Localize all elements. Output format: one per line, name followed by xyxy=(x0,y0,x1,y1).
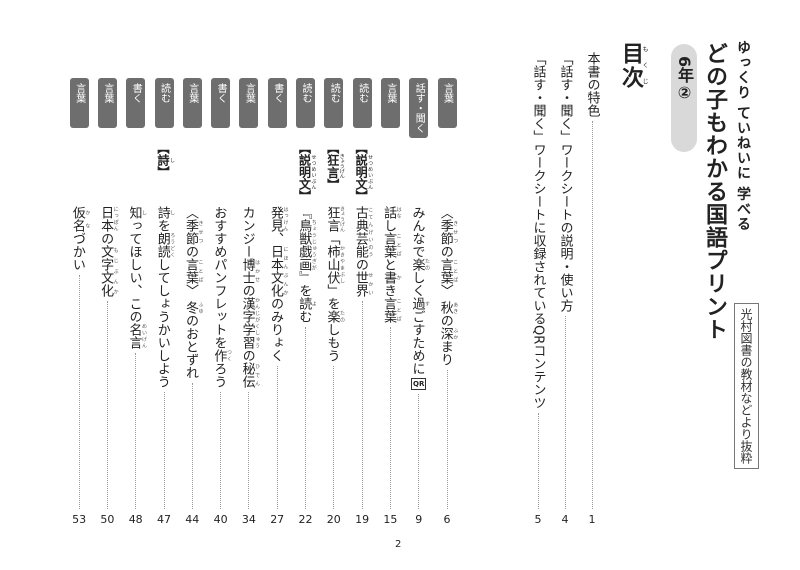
dotted-leader xyxy=(564,316,566,509)
genre-label: 【説明文 せつめいぶん】 xyxy=(297,142,317,202)
toc-entry-page: 47 xyxy=(157,513,171,526)
toc-entry-title: カンジー博士 はかせの漢字学習 かんじがくしゅうの秘伝 ひでん xyxy=(239,206,261,388)
dotted-leader xyxy=(418,394,420,509)
toc-entry[interactable]: 〈季節 きせつの言葉 ことば〉 冬ふゆのおとずれ 44 xyxy=(182,206,204,526)
toc-entry-title: みんなで楽 たのしく過 すごすために xyxy=(409,206,430,375)
category-tag: 読む xyxy=(352,78,372,128)
toc-entry[interactable]: おすすめパンフレットを作 つくろう 40 xyxy=(211,206,232,526)
category-tag: 読む xyxy=(296,78,315,128)
toc-entry[interactable]: 発見 はっけん、日本文化 にほんぶんかのみりょく 27 xyxy=(267,206,289,526)
toc-entry-page: 53 xyxy=(72,513,87,526)
dotted-leader xyxy=(333,366,335,509)
dotted-leader xyxy=(446,370,448,509)
toc-entry-title: おすすめパンフレットを作 つくろう xyxy=(211,206,232,388)
toc-entry-title: 古典芸能 こてんげいのうの世界 せかい xyxy=(352,206,374,297)
toc-item-page: 1 xyxy=(588,513,596,526)
genre-label: 【説明文 せつめいぶん】 xyxy=(354,142,374,202)
toc-entry-page: 9 xyxy=(415,513,423,526)
toc-entry[interactable]: 〈季節 きせつの言葉 ことば〉 秋あきの深 ふかまり 6 xyxy=(437,206,459,526)
toc-item[interactable]: 「話す・聞く」ワークシートに収録されているQRコンテンツ 5 xyxy=(528,52,548,526)
toc-entry[interactable]: 詩しを朗読 ろうどくしてしょうかいしよう 47 xyxy=(154,206,176,526)
toc-entry-title: 話はなし言葉 ことばと書 かき言葉 ことば xyxy=(381,206,402,323)
category-tag: 言葉 xyxy=(380,78,400,128)
category-tag: 言葉 xyxy=(437,78,457,128)
toc-entry-title: 〈季節 きせつの言葉 ことば〉 冬ふゆのおとずれ xyxy=(183,206,204,380)
series-title: ゆっくり ていねいに 学べる xyxy=(735,40,751,232)
dotted-leader xyxy=(163,392,165,509)
toc-entry-page: 34 xyxy=(241,513,256,526)
dotted-leader xyxy=(106,301,108,509)
page-number: 2 xyxy=(395,539,402,550)
dotted-leader xyxy=(276,366,278,509)
toc-item-page: 4 xyxy=(561,513,569,526)
category-tag: 書く xyxy=(267,78,287,128)
category-tag: 読む xyxy=(324,78,344,128)
main-title: どの子もわかる国語プリント xyxy=(702,42,727,341)
toc-entry[interactable]: 日本 にっぽんの文字文化 もじぶんか 50 xyxy=(97,206,119,526)
toc-entry-page: 27 xyxy=(270,513,285,526)
toc-entry-title: 仮名 かなづかい xyxy=(69,206,91,271)
toc-heading: 目次もくじ xyxy=(618,42,648,90)
dotted-leader xyxy=(220,392,222,509)
toc-entry-page: 19 xyxy=(355,513,370,526)
dotted-leader xyxy=(135,353,137,509)
toc-item-title: 本書の特色 xyxy=(584,52,600,117)
toc-entry[interactable]: みんなで楽 たのしく過 すごすために QR 9 xyxy=(409,206,430,526)
toc-item-page: 5 xyxy=(534,513,542,526)
toc-entry-title: 〈季節 きせつの言葉 ことば〉 秋あきの深 ふかまり xyxy=(437,206,459,367)
dotted-leader xyxy=(305,327,306,509)
toc-entry-page: 15 xyxy=(383,513,398,526)
toc-entry-page: 44 xyxy=(185,513,200,526)
genre-label: 【狂言 きょうげん】 xyxy=(325,142,345,191)
category-tag: 書く xyxy=(211,78,231,128)
source-note: 光村図書の教材などより抜粋 xyxy=(734,303,759,469)
toc-entry-page: 22 xyxy=(298,513,313,526)
toc-item-title: 「話す・聞く」ワークシートの説明・使い方 xyxy=(557,52,573,312)
category-tag: 書く xyxy=(126,78,146,128)
qr-icon: QR xyxy=(411,378,427,390)
dotted-leader xyxy=(78,275,80,509)
toc-entry-page: 6 xyxy=(443,513,451,526)
category-tag: 言葉 xyxy=(69,78,89,128)
toc-entry[interactable]: 仮名 かなづかい 53 xyxy=(69,206,91,526)
dotted-leader xyxy=(389,327,391,509)
toc-entry[interactable]: 古典芸能 こてんげいのうの世界 せかい 19 xyxy=(352,206,374,526)
toc-entry-title: 日本 にっぽんの文字文化 もじぶんか xyxy=(98,206,119,297)
toc-entry-title: 『鳥獣戯画 ちょうじゅうぎが』を読 よむ xyxy=(296,206,317,323)
toc-entry[interactable]: 知しってほしい、この名言 めいげん 48 xyxy=(126,206,147,526)
toc-item[interactable]: 「話す・聞く」ワークシートの説明・使い方 4 xyxy=(555,52,575,526)
toc-entry[interactable]: カンジー博士 はかせの漢字学習 かんじがくしゅうの秘伝 ひでん 34 xyxy=(239,206,261,526)
toc-item-title: 「話す・聞く」ワークシートに収録されているQRコンテンツ xyxy=(530,52,546,410)
dotted-leader xyxy=(361,301,363,509)
genre-label: 【詩 し】 xyxy=(156,142,175,178)
category-tag: 読む xyxy=(154,78,174,128)
category-tag: 言葉 xyxy=(239,78,259,128)
toc-entry[interactable]: 『鳥獣戯画 ちょうじゅうぎが』を読 よむ 22 xyxy=(296,206,317,526)
toc-entry-title: 発見 はっけん、日本文化 にほんぶんかのみりょく xyxy=(267,206,289,362)
toc-entry-page: 40 xyxy=(213,513,228,526)
dotted-leader xyxy=(591,121,593,509)
grade-badge: 6年② xyxy=(671,44,697,152)
dotted-leader xyxy=(191,383,193,509)
toc-entry-title: 詩しを朗読 ろうどくしてしょうかいしよう xyxy=(154,206,176,388)
category-tag: 言葉 xyxy=(182,78,202,128)
toc-entry-title: 知しってほしい、この名言 めいげん xyxy=(126,206,147,349)
category-tag: 言葉 xyxy=(97,78,117,128)
toc-entry-page: 48 xyxy=(128,513,143,526)
toc-entry-page: 20 xyxy=(326,513,341,526)
toc-entry-title: 狂言 きょうげん「柿山伏 かきやまぶし」を楽 たのしもう xyxy=(324,206,346,362)
category-tag: 話す・聞く xyxy=(409,78,429,138)
toc-entry-page: 50 xyxy=(100,513,115,526)
toc-entry[interactable]: 話はなし言葉 ことばと書 かき言葉 ことば 15 xyxy=(380,206,402,526)
dotted-leader xyxy=(537,413,539,509)
toc-item[interactable]: 本書の特色 1 xyxy=(582,52,602,526)
dotted-leader xyxy=(248,392,250,509)
toc-entry[interactable]: 狂言 きょうげん「柿山伏 かきやまぶし」を楽 たのしもう 20 xyxy=(324,206,346,526)
